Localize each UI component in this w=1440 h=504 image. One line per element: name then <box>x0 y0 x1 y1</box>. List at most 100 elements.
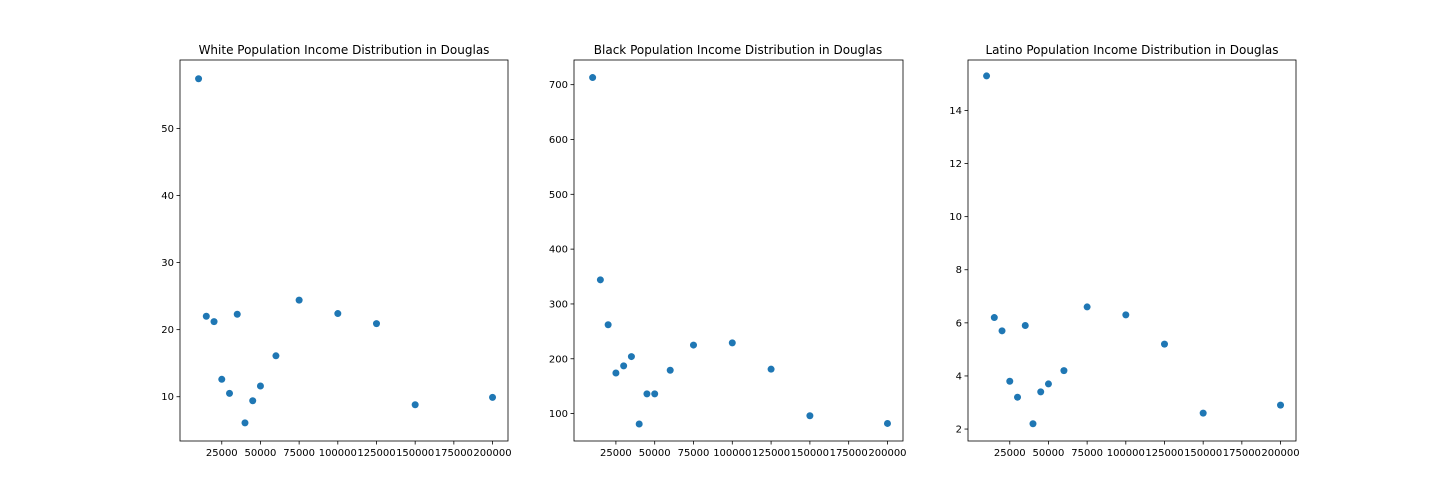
x-tick-label: 25000 <box>206 448 238 459</box>
y-tick-label: 700 <box>549 80 568 91</box>
scatter-points <box>589 74 891 428</box>
data-point <box>1199 409 1207 417</box>
y-tick-label: 100 <box>549 409 568 420</box>
data-point <box>983 72 991 80</box>
data-point <box>651 390 659 398</box>
data-point <box>643 390 651 398</box>
data-point <box>210 318 218 326</box>
data-point <box>627 353 635 361</box>
y-tick-label: 4 <box>956 371 962 382</box>
y-tick-label: 6 <box>956 318 962 329</box>
data-point <box>620 362 628 370</box>
data-point <box>806 412 814 420</box>
scatter-points <box>195 75 497 427</box>
data-point <box>1044 380 1052 388</box>
y-tick-label: 12 <box>949 159 962 170</box>
x-tick-label: 125000 <box>1145 448 1183 459</box>
x-tick-label: 75000 <box>1071 448 1103 459</box>
plot-frame <box>179 59 509 442</box>
y-tick-label: 50 <box>161 124 174 135</box>
x-tick-label: 50000 <box>245 448 277 459</box>
x-axis-ticks: 25000 50000 75000 100000 125000 150000 175000 2… <box>994 441 1300 459</box>
data-point <box>295 296 303 304</box>
x-tick-label: 100000 <box>319 448 357 459</box>
data-point <box>241 419 249 427</box>
data-point <box>256 382 264 390</box>
x-tick-label: 175000 <box>1223 448 1261 459</box>
x-tick-label: 150000 <box>1184 448 1222 459</box>
y-tick-label: 8 <box>956 265 962 276</box>
data-point <box>998 327 1006 335</box>
data-point <box>883 419 891 427</box>
x-tick-label: 25000 <box>600 448 632 459</box>
chart-title: Latino Population Income Distribution in… <box>986 43 1279 57</box>
data-point <box>1160 340 1168 348</box>
x-tick-label: 100000 <box>1107 448 1145 459</box>
data-point <box>1029 420 1037 428</box>
data-point <box>689 341 697 349</box>
data-point <box>249 397 257 405</box>
data-point <box>635 420 643 428</box>
y-tick-label: 500 <box>549 190 568 201</box>
y-tick-label: 10 <box>161 392 174 403</box>
y-tick-label: 200 <box>549 354 568 365</box>
x-axis-ticks: 25000 50000 75000 100000 125000 150000 175000 2… <box>600 441 907 459</box>
x-tick-label: 200000 <box>868 448 906 459</box>
y-axis-ticks: 100 200 300 400 500 600 700 <box>549 80 574 420</box>
data-point <box>1021 322 1029 330</box>
x-tick-label: 200000 <box>473 448 511 459</box>
data-point <box>195 75 203 83</box>
chart-title: White Population Income Distribution in … <box>199 43 490 57</box>
y-tick-label: 300 <box>549 299 568 310</box>
x-tick-label: 175000 <box>435 448 473 459</box>
plot-frame <box>573 59 904 442</box>
y-tick-label: 2 <box>956 425 962 436</box>
x-tick-label: 200000 <box>1261 448 1299 459</box>
x-axis-ticks: 25000 50000 75000 100000 125000 150000 175000 2… <box>206 441 512 459</box>
data-point <box>1277 401 1285 409</box>
data-point <box>1060 367 1068 375</box>
data-point <box>372 320 380 328</box>
y-axis-ticks: 2 4 6 8 10 12 14 <box>949 106 968 436</box>
data-point <box>226 389 234 397</box>
chart-title: Black Population Income Distribution in … <box>594 43 882 57</box>
data-point <box>202 312 210 320</box>
data-point <box>489 393 497 401</box>
x-tick-label: 100000 <box>713 448 751 459</box>
y-tick-label: 20 <box>161 325 174 336</box>
y-tick-label: 400 <box>549 245 568 256</box>
data-point <box>334 310 342 318</box>
x-tick-label: 75000 <box>678 448 710 459</box>
data-point <box>1122 311 1130 319</box>
x-tick-label: 25000 <box>994 448 1026 459</box>
y-tick-label: 14 <box>949 106 962 117</box>
x-tick-label: 150000 <box>791 448 829 459</box>
x-tick-label: 75000 <box>283 448 315 459</box>
x-tick-label: 175000 <box>830 448 868 459</box>
data-point <box>1014 393 1022 401</box>
x-tick-label: 125000 <box>752 448 790 459</box>
data-point <box>233 310 241 318</box>
chart-latino: Latino Population Income Distribution in… <box>949 43 1299 459</box>
data-point <box>596 276 604 284</box>
y-tick-label: 600 <box>549 135 568 146</box>
y-tick-label: 10 <box>949 212 962 223</box>
data-point <box>1083 303 1091 311</box>
y-axis-ticks: 10 20 30 40 50 <box>161 124 180 403</box>
plot-frame <box>967 59 1297 442</box>
x-tick-label: 150000 <box>396 448 434 459</box>
data-point <box>666 366 674 374</box>
scatter-points <box>983 72 1285 428</box>
data-point <box>1037 388 1045 396</box>
data-point <box>1006 377 1014 385</box>
data-point <box>990 314 998 322</box>
chart-black: Black Population Income Distribution in … <box>549 43 907 459</box>
data-point <box>411 401 419 409</box>
data-point <box>589 74 597 82</box>
chart-white: White Population Income Distribution in … <box>161 43 511 459</box>
data-point <box>612 369 620 377</box>
data-point <box>218 375 226 383</box>
data-point <box>767 365 775 373</box>
